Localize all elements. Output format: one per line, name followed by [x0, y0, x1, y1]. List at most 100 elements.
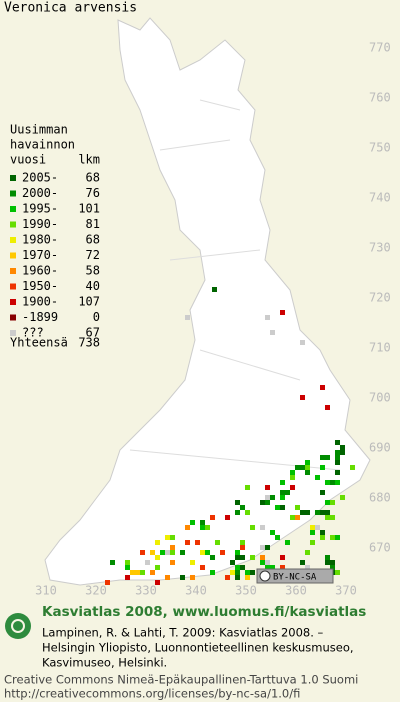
- occurrence-square: [145, 560, 150, 565]
- grid-label-x: 360: [285, 584, 307, 598]
- occurrence-square: [280, 555, 285, 560]
- grid-label-y: 740: [369, 191, 391, 205]
- occurrence-square: [200, 550, 205, 555]
- logo-spiral: [11, 619, 25, 633]
- occurrence-square: [180, 575, 185, 580]
- legend-count: 68: [86, 171, 100, 185]
- occurrence-square: [245, 510, 250, 515]
- occurrence-square: [185, 540, 190, 545]
- occurrence-square: [305, 565, 310, 570]
- occurrence-square: [250, 570, 255, 575]
- occurrence-square: [350, 465, 355, 470]
- occurrence-square: [260, 545, 265, 550]
- grid-label-x: 370: [335, 584, 357, 598]
- occurrence-square: [170, 535, 175, 540]
- occurrence-square: [320, 530, 325, 535]
- occurrence-square: [330, 515, 335, 520]
- occurrence-square: [170, 545, 175, 550]
- grid-label-y: 730: [369, 241, 391, 255]
- occurrence-square: [290, 485, 295, 490]
- legend-swatch: [10, 268, 16, 274]
- legend-header: vuosi: [10, 153, 46, 167]
- occurrence-square: [150, 550, 155, 555]
- occurrence-square: [160, 550, 165, 555]
- occurrence-square: [185, 315, 190, 320]
- occurrence-square: [280, 310, 285, 315]
- occurrence-squares: [105, 287, 355, 585]
- legend-label: 1990-: [22, 217, 58, 231]
- grid-label-y: 720: [369, 291, 391, 305]
- legend-total: 738: [78, 336, 100, 350]
- occurrence-square: [240, 505, 245, 510]
- occurrence-square: [205, 525, 210, 530]
- occurrence-square: [235, 555, 240, 560]
- occurrence-square: [165, 535, 170, 540]
- occurrence-square: [325, 480, 330, 485]
- legend-total-label: Yhteensä: [10, 336, 68, 350]
- license-line: http://creativecommons.org/licenses/by-n…: [4, 687, 300, 701]
- legend-label: 1960-: [22, 264, 58, 278]
- grid-label-x: 310: [35, 584, 57, 598]
- legend-swatch: [10, 206, 16, 212]
- grid-label-x: 350: [235, 584, 257, 598]
- grid-label-y: 670: [369, 541, 391, 555]
- occurrence-square: [165, 575, 170, 580]
- occurrence-square: [335, 455, 340, 460]
- legend-count: 40: [86, 279, 100, 293]
- legend-label: 1900-: [22, 295, 58, 309]
- grid-label-y: 770: [369, 41, 391, 55]
- occurrence-square: [190, 575, 195, 580]
- grid-label-x: 330: [135, 584, 157, 598]
- occurrence-square: [210, 515, 215, 520]
- occurrence-square: [295, 505, 300, 510]
- occurrence-square: [295, 465, 300, 470]
- occurrence-square: [295, 515, 300, 520]
- legend-swatch: [10, 330, 16, 336]
- occurrence-square: [200, 520, 205, 525]
- occurrence-square: [325, 515, 330, 520]
- occurrence-square: [240, 555, 245, 560]
- occurrence-square: [155, 565, 160, 570]
- occurrence-square: [280, 505, 285, 510]
- occurrence-square: [285, 490, 290, 495]
- occurrence-square: [325, 500, 330, 505]
- occurrence-square: [335, 440, 340, 445]
- occurrence-square: [335, 480, 340, 485]
- legend-label: ???: [22, 326, 44, 340]
- occurrence-square: [335, 535, 340, 540]
- occurrence-square: [315, 510, 320, 515]
- occurrence-square: [265, 565, 270, 570]
- occurrence-square: [320, 455, 325, 460]
- occurrence-square: [310, 525, 315, 530]
- occurrence-square: [270, 565, 275, 570]
- occurrence-square: [235, 565, 240, 570]
- occurrence-square: [195, 540, 200, 545]
- occurrence-square: [330, 535, 335, 540]
- occurrence-square: [305, 465, 310, 470]
- occurrence-square: [245, 575, 250, 580]
- occurrence-square: [225, 575, 230, 580]
- grid-label-y: 750: [369, 141, 391, 155]
- occurrence-square: [235, 550, 240, 555]
- occurrence-square: [315, 525, 320, 530]
- occurrence-square: [125, 565, 130, 570]
- occurrence-square: [340, 450, 345, 455]
- grid-label-y: 710: [369, 341, 391, 355]
- occurrence-square: [300, 510, 305, 515]
- legend-swatch: [10, 283, 16, 290]
- grid-label-y: 690: [369, 441, 391, 455]
- occurrence-square: [265, 315, 270, 320]
- occurrence-square: [215, 540, 220, 545]
- occurrence-square: [265, 545, 270, 550]
- occurrence-square: [310, 540, 315, 545]
- occurrence-square: [265, 500, 270, 505]
- occurrence-square: [285, 540, 290, 545]
- footer-heading: Kasviatlas 2008, www.luomus.fi/kasviatla…: [42, 604, 366, 620]
- occurrence-square: [135, 570, 140, 575]
- occurrence-square: [325, 555, 330, 560]
- occurrence-square: [305, 470, 310, 475]
- occurrence-square: [275, 505, 280, 510]
- region-borders: [129, 99, 341, 471]
